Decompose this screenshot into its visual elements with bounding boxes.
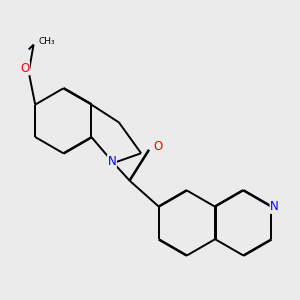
- Text: O: O: [154, 140, 163, 153]
- Text: N: N: [270, 200, 279, 213]
- Text: N: N: [108, 155, 116, 168]
- Text: CH₃: CH₃: [38, 37, 55, 46]
- Text: O: O: [20, 62, 29, 75]
